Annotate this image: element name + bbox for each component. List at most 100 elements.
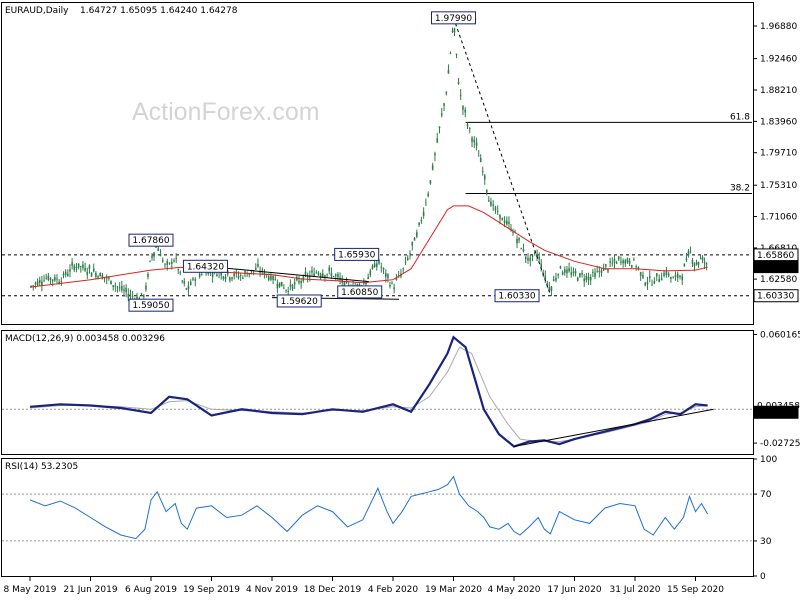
candle-body [220,272,223,276]
candle-body [157,248,159,252]
candle-body [194,279,197,281]
candle-body [62,273,65,276]
price-tag-box-1 [753,260,799,274]
candle-body [45,277,48,279]
candle-body [646,282,649,285]
candle-body [527,257,529,261]
candle-body [411,241,414,246]
candle-body [317,272,320,275]
candle-body [622,260,624,264]
candle-body [516,238,518,244]
candle-body [496,210,499,212]
annotation-label-3: 1.64320 [187,262,224,272]
annotation-box-6 [128,298,174,312]
candle-body [540,263,543,268]
candle-body [373,263,376,268]
candle-body [161,259,164,262]
candle-body [477,155,480,157]
annotation-box-7 [494,289,540,303]
rsi-tick-label-0: 100 [760,455,777,465]
candle-body [242,277,244,279]
candle-body [187,285,190,290]
candle-body [508,221,510,224]
candle-body [602,267,605,271]
price-tick-label-0: 1.96880 [760,22,797,32]
candle-body [168,262,171,264]
x-tick-label-7: 19 Mar 2020 [425,585,482,595]
candle-body [693,263,696,266]
rsi-layer [2,475,752,542]
macd-tick-label-1: -0.02725 [760,439,800,449]
candle-body [64,271,67,275]
candle-body [457,82,460,85]
candle-body [583,278,586,282]
candle-body [149,260,151,262]
candle-body [363,282,365,284]
candle-body [626,258,629,263]
candle-body [326,273,328,275]
candle-body [402,268,405,269]
candle-body [615,262,618,264]
candle-body [75,267,78,268]
rsi-title: RSI(14) 53.2305 [5,462,78,472]
price-tag-label-2: 1.60330 [757,292,794,302]
candle-body [676,273,679,278]
candle-body [391,282,393,284]
candle-body [485,190,488,193]
candle-body [276,283,279,289]
candle-body [92,268,95,272]
candle-body [520,248,522,250]
candle-body [270,275,272,280]
price-tick-label-3: 1.83960 [760,117,797,127]
candle-body [77,263,80,268]
candle-body [159,254,162,257]
candle-body [291,284,294,289]
candle-body [598,270,601,273]
candle-body [409,253,411,254]
candle-body [464,109,467,113]
candle-body [395,277,398,280]
candle-body [67,273,69,277]
candle-body [406,257,409,260]
rsi-panel [1,458,754,577]
candle-body [620,261,622,263]
candle-body [131,296,134,298]
candle-body [436,138,439,143]
candle-body [97,276,99,278]
candle-body [99,273,102,277]
x-tick-label-1: 21 Jun 2019 [63,585,117,595]
candle-body [600,270,603,274]
axis-layer: 1.96880 1.92460 1.88210 1.83960 1.79710 1.753… [4,22,800,595]
candle-body [418,222,420,225]
candle-body [129,294,132,296]
candle-body [420,219,423,222]
watermark: ActionForex.com [132,98,320,126]
candle-body [503,220,506,224]
candle-body [687,251,690,256]
annotation-box-2 [334,247,380,261]
candle-body [114,285,117,287]
candle-body [300,281,302,284]
candle-body [404,261,407,263]
macd-tag-label-1: 0.00 [757,408,777,418]
candle-body [557,274,560,276]
candle-body [471,137,473,142]
candle-body [47,275,50,280]
candle-body [499,214,501,219]
candle-body [278,282,281,287]
candle-body [655,273,658,277]
candle-body [319,274,322,278]
candle-body [490,201,492,206]
x-tick-label-11: 15 Sep 2020 [667,585,724,595]
price-layer: 61.8 38.2 1.97990 1.67860 1.65930 1.64320 1.60… [2,11,752,312]
candle-body [429,180,432,184]
candle-body [274,279,277,281]
macd-layer [2,335,752,448]
annotation-label-2: 1.65930 [338,250,375,260]
candle-body [56,278,58,280]
annotation-box-0 [431,11,476,25]
candle-body [244,271,246,273]
annotation-box-3 [182,259,228,273]
candle-body [267,276,270,280]
candle-body [592,271,594,273]
